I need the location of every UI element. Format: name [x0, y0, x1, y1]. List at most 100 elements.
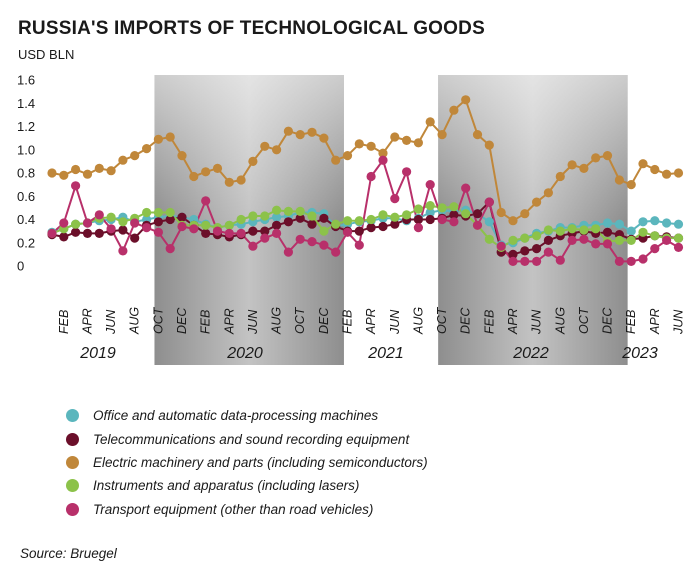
- data-point: [461, 95, 471, 105]
- data-point: [614, 256, 625, 266]
- data-point: [532, 256, 542, 266]
- data-point: [602, 218, 613, 228]
- data-point: [366, 171, 376, 182]
- data-point: [591, 224, 601, 234]
- data-point: [508, 216, 518, 226]
- data-point: [342, 227, 353, 237]
- x-tick-label: OCT: [293, 306, 307, 334]
- data-point: [319, 240, 329, 250]
- year-label: 2023: [621, 345, 658, 362]
- x-tick-label: AUG: [270, 307, 284, 335]
- data-point: [567, 224, 577, 234]
- data-point: [224, 177, 234, 187]
- data-point: [402, 135, 412, 145]
- data-point: [295, 213, 305, 223]
- data-point: [650, 164, 660, 175]
- data-point: [366, 141, 376, 151]
- data-point: [378, 148, 388, 158]
- data-point: [118, 155, 128, 165]
- data-point: [532, 244, 542, 254]
- legend-item: Instruments and apparatus (including las…: [66, 474, 428, 497]
- data-point: [82, 169, 93, 179]
- data-point: [520, 209, 530, 219]
- unit-label: USD BLN: [18, 47, 75, 62]
- x-tick-label: APR: [648, 308, 662, 335]
- data-point: [130, 233, 140, 243]
- year-label: 2022: [512, 345, 549, 362]
- data-point: [283, 217, 293, 227]
- data-point: [189, 171, 199, 182]
- data-point: [449, 217, 459, 227]
- data-point: [543, 225, 554, 235]
- data-point: [189, 224, 199, 234]
- x-tick-label: OCT: [151, 306, 165, 334]
- data-point: [579, 225, 589, 235]
- data-point: [413, 138, 423, 148]
- data-point: [626, 235, 636, 245]
- data-point: [106, 224, 116, 234]
- legend-swatch: [66, 409, 79, 423]
- x-tick-label: APR: [506, 308, 520, 335]
- data-point: [532, 197, 542, 207]
- data-point: [342, 151, 353, 161]
- data-point: [437, 130, 447, 140]
- data-point: [118, 246, 128, 256]
- data-point: [130, 218, 140, 228]
- x-tick-label: APR: [80, 308, 94, 335]
- data-point: [390, 194, 400, 204]
- y-tick-label: 0.6: [17, 189, 35, 204]
- data-point: [673, 219, 684, 229]
- data-point: [153, 217, 163, 227]
- data-point: [650, 231, 660, 241]
- x-tick-label: JUN: [246, 309, 260, 335]
- data-point: [165, 214, 175, 225]
- chart-legend: Office and automatic data-processing mac…: [66, 404, 428, 521]
- data-point: [354, 240, 364, 250]
- data-point: [354, 226, 364, 236]
- data-point: [638, 254, 648, 264]
- shaded-year-band-highlight: [438, 75, 628, 365]
- data-point: [295, 206, 305, 216]
- data-point: [591, 239, 601, 249]
- data-point: [543, 235, 554, 245]
- data-point: [319, 133, 329, 143]
- data-point: [295, 234, 305, 244]
- year-label: 2021: [367, 345, 404, 362]
- data-point: [484, 234, 494, 244]
- data-point: [449, 202, 459, 212]
- data-point: [662, 218, 672, 228]
- data-point: [165, 244, 175, 254]
- data-point: [118, 217, 128, 227]
- data-point: [59, 218, 69, 228]
- data-point: [496, 241, 506, 251]
- data-point: [260, 233, 270, 243]
- data-point: [437, 203, 447, 213]
- data-point: [602, 227, 613, 237]
- data-point: [390, 212, 400, 222]
- data-point: [378, 221, 388, 232]
- data-point: [602, 239, 613, 249]
- data-point: [614, 175, 625, 185]
- data-point: [272, 228, 282, 238]
- data-point: [331, 219, 341, 229]
- data-point: [118, 225, 128, 235]
- data-point: [555, 226, 565, 236]
- legend-label: Telecommunications and sound recording e…: [93, 431, 410, 447]
- data-point: [673, 168, 684, 178]
- data-point: [272, 212, 282, 222]
- data-point: [248, 241, 258, 251]
- data-point: [47, 228, 57, 238]
- data-point: [153, 207, 163, 218]
- x-tick-label: JUN: [530, 309, 544, 335]
- data-point: [425, 117, 435, 127]
- data-point: [413, 223, 423, 233]
- data-point: [472, 209, 483, 219]
- data-point: [425, 207, 435, 218]
- legend-item: Office and automatic data-processing mac…: [66, 404, 428, 427]
- data-point: [71, 219, 81, 229]
- data-point: [272, 220, 282, 230]
- legend-swatch: [66, 455, 79, 469]
- legend-swatch: [66, 479, 79, 493]
- data-point: [331, 247, 341, 257]
- y-tick-label: 0.2: [17, 235, 35, 250]
